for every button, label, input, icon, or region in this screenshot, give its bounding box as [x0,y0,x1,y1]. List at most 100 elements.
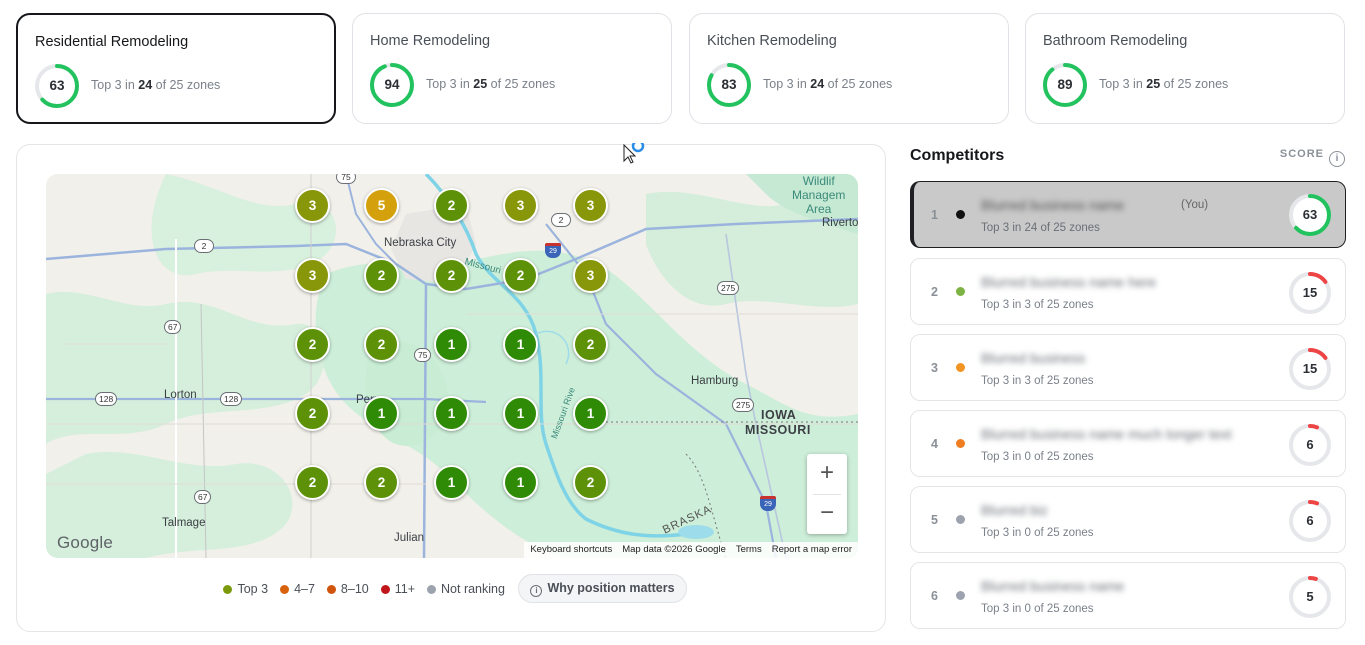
keyword-title: Home Remodeling [370,33,491,49]
rank-pin[interactable]: 5 [364,188,399,223]
terms-link[interactable]: Terms [735,544,762,555]
competitor-zone-summary: Top 3 in 24 of 25 zones [981,222,1100,234]
rank-pin[interactable]: 1 [434,396,469,431]
rank-pin[interactable]: 2 [364,258,399,293]
google-logo: Google [57,533,114,552]
competitor-color-dot [956,210,965,219]
why-position-matters-label: Why position matters [547,581,675,595]
keyword-card[interactable]: Residential Remodeling 63 Top 3 in 24 of 2… [16,13,336,124]
zoom-out-button[interactable]: − [819,499,834,526]
rank-pin[interactable]: 1 [364,396,399,431]
legend-dot [280,584,290,594]
rank-grid-map[interactable]: Nebraska City Lorton Hamburg IOWA MISSOU… [46,174,858,558]
keyword-card[interactable]: Bathroom Remodeling 89 Top 3 in 25 of 25 z… [1025,13,1345,124]
competitor-row[interactable]: 4 Blurred business name much longer text T… [910,410,1346,477]
competitor-zone-summary: Top 3 in 0 of 25 zones [981,451,1094,463]
zoom-in-button[interactable]: + [819,459,834,486]
competitor-score: 5 [1306,589,1314,604]
label-missouri: MISSOURI [745,423,811,437]
rank-pin[interactable]: 3 [503,188,538,223]
why-position-matters-button[interactable]: i Why position matters [518,574,687,603]
score-ring [1289,194,1331,236]
rank-pin[interactable]: 1 [503,465,538,500]
keyboard-shortcuts-link[interactable]: Keyboard shortcuts [530,544,613,555]
rank-pin[interactable]: 2 [295,327,330,362]
competitor-color-dot [956,363,965,372]
keyword-title: Kitchen Remodeling [707,33,837,49]
rank-pin[interactable]: 1 [434,465,469,500]
zoom-controls: + − [807,454,847,534]
rank-pin[interactable]: 1 [573,396,608,431]
keyword-zone-summary: Top 3 in 24 of 25 zones [763,77,892,91]
competitor-score: 15 [1302,361,1318,376]
keyword-score: 89 [1057,77,1073,92]
zone-summary-suffix: of 25 zones [1160,77,1229,91]
zone-summary-prefix: Top 3 in [426,77,474,91]
route-75-shield-south: 75 [414,348,432,362]
zone-count: 25 [1146,77,1161,91]
rank-pin[interactable]: 2 [573,327,608,362]
keyword-score-ring: 89 [1043,63,1087,107]
legend-label: 11+ [394,581,416,596]
score-ring [707,63,751,107]
legend-item: Top 3 [223,582,268,596]
rank-pin[interactable]: 3 [295,188,330,223]
label-wildlife-area: Wildlif Managem Area [792,174,846,216]
rank-pin[interactable]: 2 [573,465,608,500]
rank-pin[interactable]: 2 [295,396,330,431]
rank-pin[interactable]: 3 [573,258,608,293]
rank-pin[interactable]: 2 [503,258,538,293]
score-header: SCORE i [1280,148,1345,167]
info-icon: i [530,585,543,597]
score-ring [1043,63,1087,107]
rank-pin[interactable]: 2 [434,258,469,293]
map-background [46,174,858,558]
competitor-name: Blurred biz [981,502,1048,518]
mouse-cursor-icon [623,143,645,164]
competitor-rank: 5 [931,513,938,527]
rank-pin[interactable]: 2 [364,327,399,362]
score-ring [1289,576,1331,618]
legend-item: 4–7 [280,582,315,596]
legend-item: 11+ [380,581,416,596]
rank-pin[interactable]: 2 [295,465,330,500]
keyword-card[interactable]: Home Remodeling 94 Top 3 in 25 of 25 zones [352,13,672,124]
keyword-score-ring: 63 [35,64,79,108]
zone-count: 24 [810,77,825,91]
competitor-color-dot [956,439,965,448]
rank-pin[interactable]: 1 [434,327,469,362]
score-header-label: SCORE [1279,148,1324,160]
competitor-row[interactable]: 5 Blurred biz Top 3 in 0 of 25 zones 6 [910,486,1346,553]
competitor-zone-summary: Top 3 in 3 of 25 zones [981,299,1094,311]
keyword-title: Residential Remodeling [35,34,189,50]
keyword-score: 94 [384,77,400,92]
competitor-rank: 1 [931,208,938,222]
keyword-score: 83 [721,77,737,92]
keyword-card[interactable]: Kitchen Remodeling 83 Top 3 in 24 of 25 zo… [689,13,1009,124]
report-map-error-link[interactable]: Report a map error [771,544,852,555]
rank-pin[interactable]: 2 [434,188,469,223]
competitor-score: 63 [1302,207,1318,222]
competitor-row[interactable]: 6 Blurred business name Top 3 in 0 of 25 z… [910,562,1346,629]
competitor-row[interactable]: 3 Blurred business Top 3 in 3 of 25 zones 1… [910,334,1346,401]
score-ring [1289,272,1331,314]
keyword-score: 63 [49,78,65,93]
rank-pin[interactable]: 3 [295,258,330,293]
competitor-row[interactable]: 1 Blurred business name (You) Top 3 in 24 o… [910,181,1346,248]
route-67-shield-south: 67 [194,490,212,504]
rank-pin[interactable]: 1 [503,327,538,362]
competitor-name: Blurred business [981,350,1086,366]
competitor-color-dot [956,287,965,296]
label-iowa: IOWA [761,408,797,422]
competitor-row[interactable]: 2 Blurred business name here Top 3 in 3 of… [910,258,1346,325]
label-lorton: Lorton [164,389,197,401]
zone-summary-prefix: Top 3 in [1099,77,1147,91]
rank-pin[interactable]: 1 [503,396,538,431]
rank-pin[interactable]: 2 [364,465,399,500]
competitor-name: Blurred business name [981,197,1125,213]
rank-pin[interactable]: 3 [573,188,608,223]
rank-legend: Top 3 4–7 8–10 11+ Not ranking i Why position… [17,574,887,603]
info-icon[interactable]: i [1329,151,1345,167]
score-ring [1289,424,1331,466]
legend-label: 4–7 [294,581,315,596]
